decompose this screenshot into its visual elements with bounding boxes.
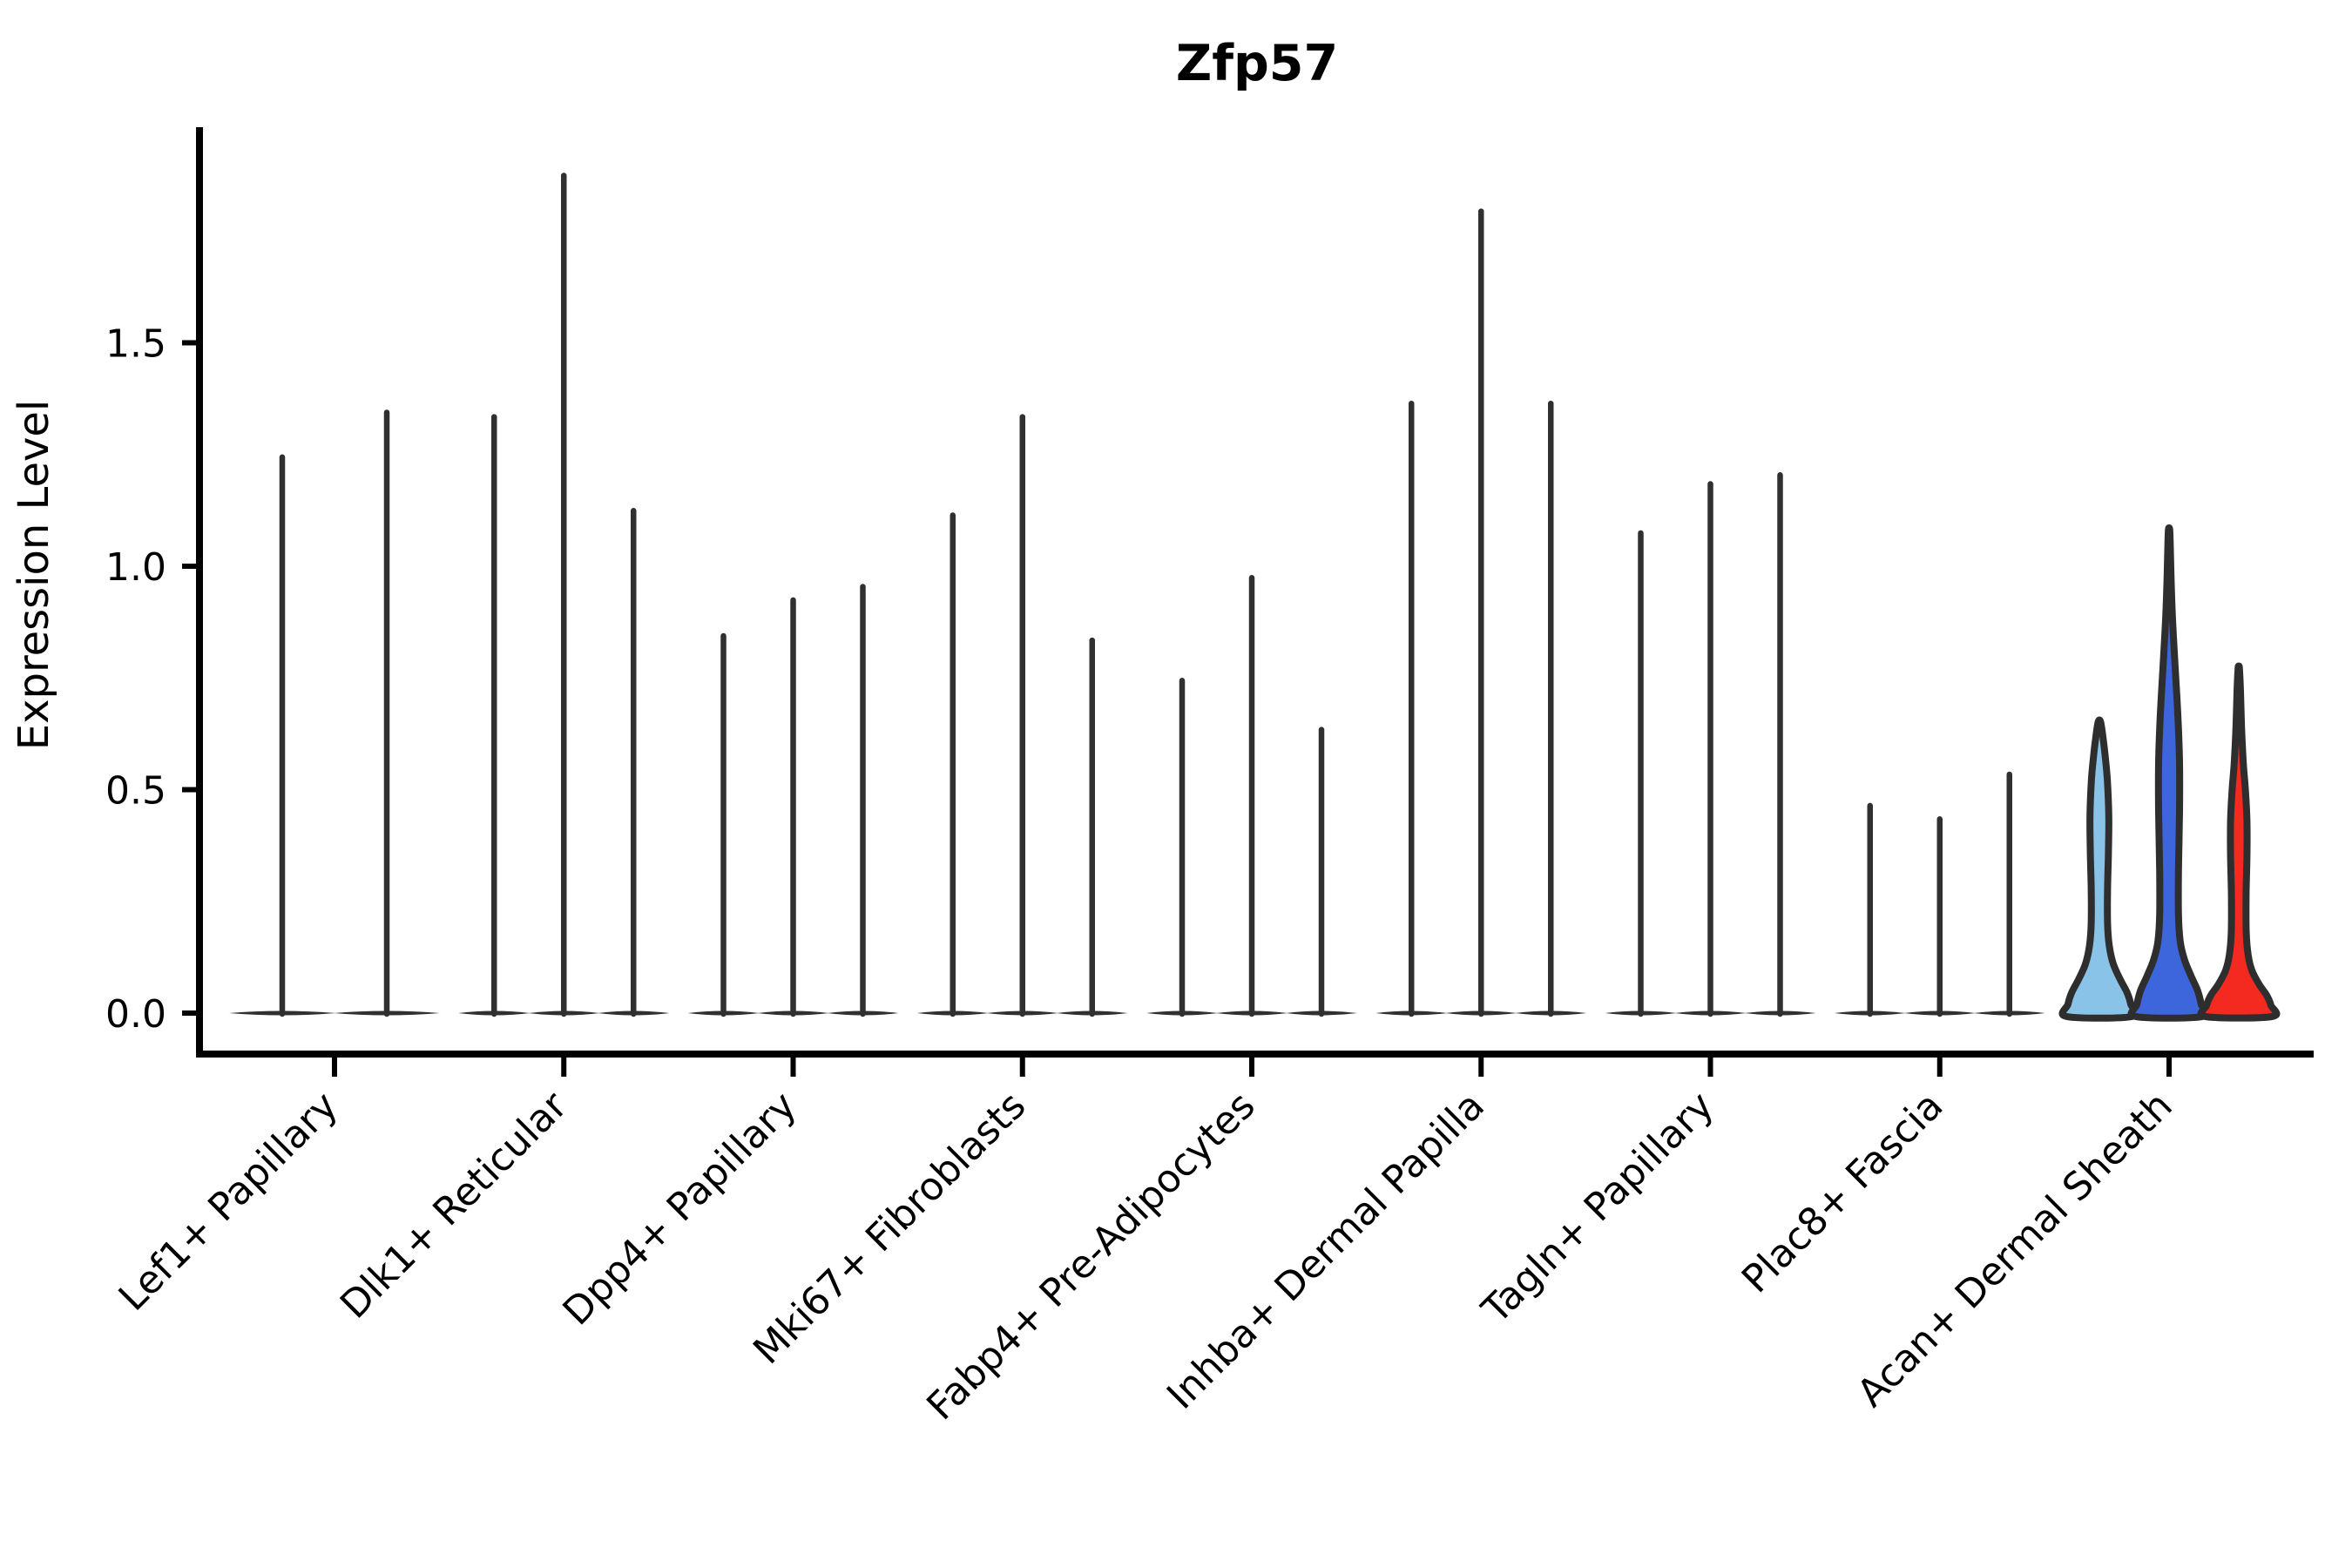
violin-body-red — [2197, 662, 2281, 1022]
violin-group — [1834, 771, 2045, 1017]
violin-group — [687, 584, 899, 1017]
violin-body-light_blue — [2058, 716, 2140, 1022]
y-tick-label: 1.5 — [105, 322, 166, 367]
violin-group — [458, 172, 670, 1017]
violins — [229, 172, 2281, 1022]
violin-group — [229, 409, 440, 1017]
y-tick-label: 0.0 — [105, 992, 166, 1037]
violin-group — [2058, 524, 2281, 1022]
violin-group — [1375, 208, 1587, 1017]
violin-group — [916, 414, 1128, 1017]
y-axis-ticks: 0.0 0.5 1.0 1.5 — [105, 322, 199, 1037]
chart-title: Zfp57 — [1176, 35, 1338, 92]
y-tick-label: 1.0 — [105, 545, 166, 590]
axes — [196, 127, 2314, 1058]
x-tick-label: Dpp4+ Papillary — [555, 1084, 806, 1335]
x-tick-label: Plac8+ Fascia — [1734, 1084, 1952, 1302]
x-tick-label: Lef1+ Papillary — [111, 1084, 347, 1320]
violin-group — [1605, 472, 1816, 1017]
violin-body-dark_blue — [2127, 524, 2211, 1022]
x-tick-label: Dlk1+ Reticular — [332, 1083, 577, 1328]
x-tick-label: Tagln+ Papillary — [1473, 1084, 1722, 1333]
violin-group — [1146, 575, 1357, 1017]
y-axis-label: Expression Level — [10, 400, 58, 751]
y-tick-label: 0.5 — [105, 769, 166, 814]
